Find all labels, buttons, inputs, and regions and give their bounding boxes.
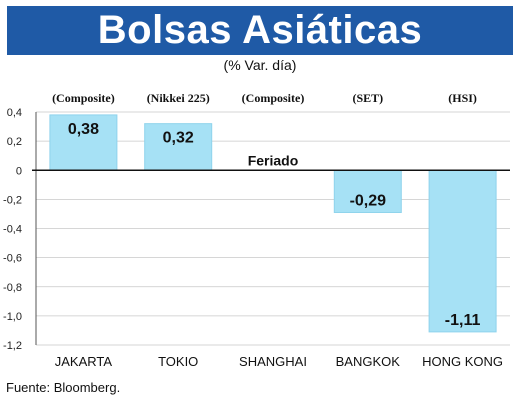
bar xyxy=(144,123,213,171)
y-tick-label: 0,4 xyxy=(7,107,22,119)
y-tick-label: -1,0 xyxy=(3,311,22,323)
source-note: Fuente: Bloomberg. xyxy=(6,380,121,395)
y-tick-label: -0,2 xyxy=(3,194,22,206)
y-tick-label: -0,6 xyxy=(3,253,22,265)
y-tick-label: 0,2 xyxy=(7,136,22,148)
data-label: -1,11 xyxy=(445,312,481,329)
bar xyxy=(49,114,118,171)
bar xyxy=(428,169,497,333)
index-label: (Composite) xyxy=(52,91,115,105)
data-label: 0,32 xyxy=(163,130,194,147)
x-tick-label: SHANGHAI xyxy=(239,354,307,369)
annotation-label: Feriado xyxy=(248,152,299,168)
x-tick-label: BANGKOK xyxy=(336,354,401,369)
title-bar: Bolsas Asiáticas xyxy=(7,6,513,55)
data-label: 0,38 xyxy=(68,121,99,138)
y-tick-label: -1,2 xyxy=(3,340,22,352)
chart-subtitle: (% Var. día) xyxy=(223,57,297,73)
index-label: (HSI) xyxy=(448,91,477,105)
y-tick-label: -0,4 xyxy=(3,224,22,236)
y-tick-label: -0,8 xyxy=(3,282,22,294)
x-tick-label: JAKARTA xyxy=(55,354,113,369)
index-label: (Nikkei 225) xyxy=(147,91,210,105)
data-label: -0,29 xyxy=(350,192,387,209)
bar xyxy=(333,169,402,213)
y-tick-label: 0 xyxy=(16,165,22,177)
x-tick-label: HONG KONG xyxy=(422,354,503,369)
x-tick-label: TOKIO xyxy=(158,354,198,369)
chart-title: Bolsas Asiáticas xyxy=(97,8,423,52)
index-label: (Composite) xyxy=(242,91,305,105)
index-label: (SET) xyxy=(352,91,383,105)
